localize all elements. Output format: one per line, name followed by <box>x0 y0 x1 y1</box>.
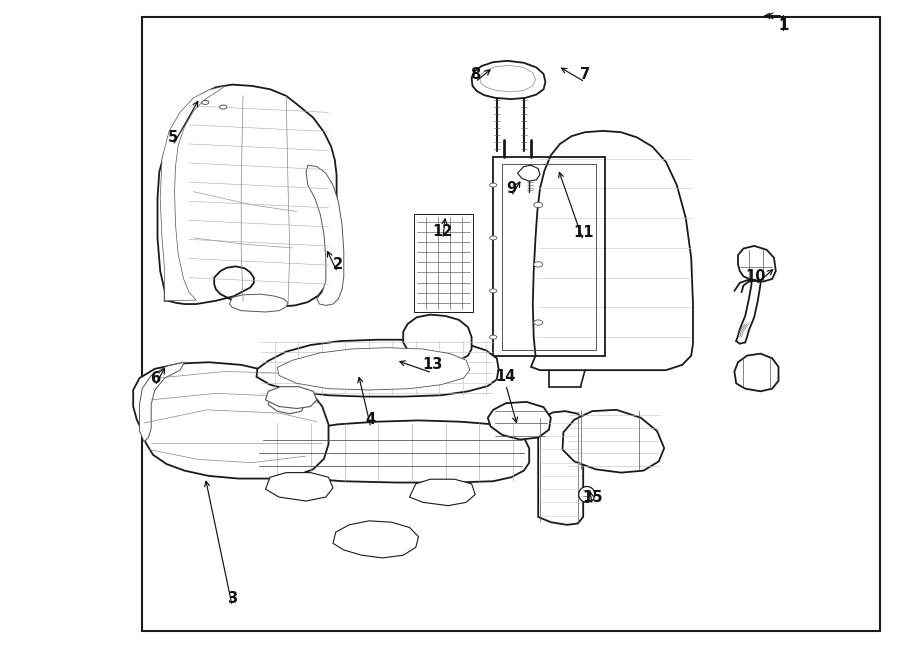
Polygon shape <box>538 411 583 525</box>
Text: 5: 5 <box>167 130 178 145</box>
Polygon shape <box>734 354 778 391</box>
Text: 7: 7 <box>580 67 590 81</box>
Ellipse shape <box>579 486 595 502</box>
Text: 10: 10 <box>746 269 766 284</box>
Polygon shape <box>410 479 475 506</box>
Text: 15: 15 <box>582 490 602 504</box>
Text: 11: 11 <box>573 225 593 240</box>
Ellipse shape <box>490 183 497 187</box>
Polygon shape <box>256 420 529 483</box>
Text: 6: 6 <box>149 371 160 385</box>
Text: 12: 12 <box>433 224 453 239</box>
Polygon shape <box>488 402 551 440</box>
Text: 3: 3 <box>227 591 238 605</box>
Polygon shape <box>306 165 344 305</box>
Polygon shape <box>266 387 317 408</box>
Polygon shape <box>277 348 470 390</box>
Ellipse shape <box>490 335 497 339</box>
Polygon shape <box>403 315 472 362</box>
Ellipse shape <box>490 236 497 240</box>
Text: 2: 2 <box>332 257 343 272</box>
Ellipse shape <box>490 289 497 293</box>
Polygon shape <box>158 85 337 307</box>
Text: 9: 9 <box>506 181 517 196</box>
Polygon shape <box>230 294 288 312</box>
Polygon shape <box>266 473 333 501</box>
Text: 1: 1 <box>778 18 788 32</box>
Ellipse shape <box>202 100 209 104</box>
Polygon shape <box>531 131 693 370</box>
Polygon shape <box>140 362 184 442</box>
Polygon shape <box>518 165 540 181</box>
Polygon shape <box>256 340 499 397</box>
Polygon shape <box>414 214 472 312</box>
Polygon shape <box>738 246 776 282</box>
Text: 1: 1 <box>778 18 788 32</box>
Polygon shape <box>333 521 418 558</box>
Polygon shape <box>160 86 225 301</box>
Polygon shape <box>268 390 306 414</box>
Ellipse shape <box>220 105 227 109</box>
Text: 14: 14 <box>496 369 516 384</box>
Ellipse shape <box>534 262 543 267</box>
Polygon shape <box>480 65 536 92</box>
Text: 8: 8 <box>470 67 481 81</box>
Polygon shape <box>133 362 328 479</box>
Ellipse shape <box>534 202 543 208</box>
Polygon shape <box>562 410 664 473</box>
FancyBboxPatch shape <box>142 17 880 631</box>
Text: 13: 13 <box>422 358 442 372</box>
Polygon shape <box>472 61 545 99</box>
Ellipse shape <box>534 320 543 325</box>
Text: 4: 4 <box>365 412 376 427</box>
